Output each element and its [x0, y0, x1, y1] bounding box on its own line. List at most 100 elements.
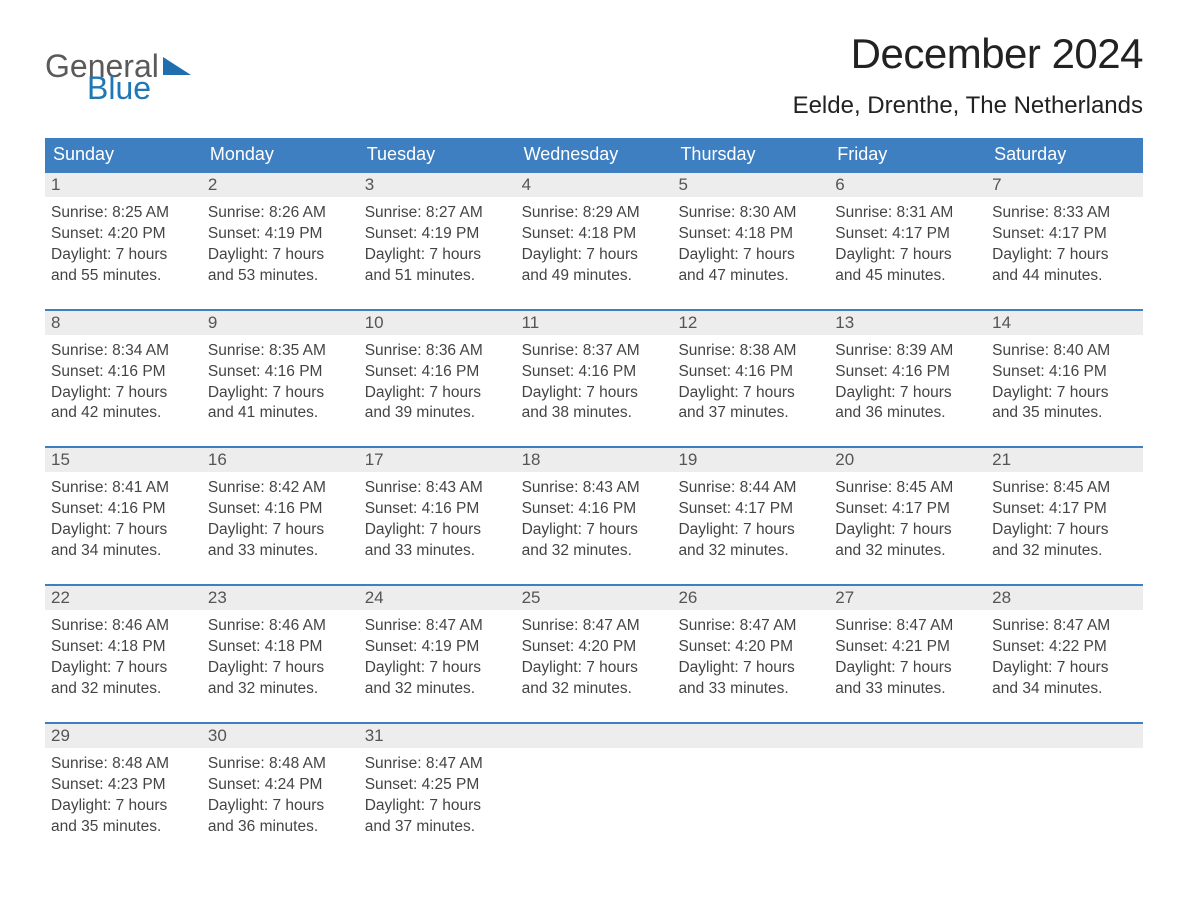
day-details: Sunrise: 8:47 AMSunset: 4:25 PMDaylight:… [359, 748, 516, 840]
day-number-row: 27 [829, 584, 986, 610]
day-dl1: Daylight: 7 hours [208, 658, 353, 679]
day-sunrise: Sunrise: 8:48 AM [208, 754, 353, 775]
day-dl1: Daylight: 7 hours [365, 383, 510, 404]
day-dl1: Daylight: 7 hours [678, 383, 823, 404]
calendar-day: 26 Sunrise: 8:47 AMSunset: 4:20 PMDayligh… [672, 584, 829, 702]
day-number-row: 20 [829, 446, 986, 472]
day-details: Sunrise: 8:43 AMSunset: 4:16 PMDaylight:… [516, 472, 673, 564]
day-details: Sunrise: 8:47 AMSunset: 4:22 PMDaylight:… [986, 610, 1143, 702]
day-dl1: Daylight: 7 hours [992, 520, 1137, 541]
calendar-day: 9Sunrise: 8:35 AMSunset: 4:16 PMDaylight… [202, 309, 359, 427]
calendar-day: 31 Sunrise: 8:47 AMSunset: 4:25 PMDayligh… [359, 722, 516, 840]
day-dl2: and 34 minutes. [51, 541, 196, 562]
day-number-row: 6 [829, 171, 986, 197]
day-details: Sunrise: 8:40 AMSunset: 4:16 PMDaylight:… [986, 335, 1143, 427]
day-details: Sunrise: 8:47 AMSunset: 4:19 PMDaylight:… [359, 610, 516, 702]
day-number: 1 [51, 175, 60, 194]
calendar-day: 11Sunrise: 8:37 AMSunset: 4:16 PMDayligh… [516, 309, 673, 427]
day-dl2: and 36 minutes. [208, 817, 353, 838]
day-dl2: and 32 minutes. [678, 541, 823, 562]
day-number: 13 [835, 313, 854, 332]
day-dl1: Daylight: 7 hours [365, 658, 510, 679]
day-sunrise: Sunrise: 8:26 AM [208, 203, 353, 224]
day-details: Sunrise: 8:47 AMSunset: 4:20 PMDaylight:… [672, 610, 829, 702]
day-dl2: and 47 minutes. [678, 266, 823, 287]
calendar-day: . [986, 722, 1143, 840]
day-dl2: and 32 minutes. [522, 541, 667, 562]
day-sunset: Sunset: 4:25 PM [365, 775, 510, 796]
calendar-day: 16Sunrise: 8:42 AMSunset: 4:16 PMDayligh… [202, 446, 359, 564]
calendar-week: 29Sunrise: 8:48 AMSunset: 4:23 PMDayligh… [45, 722, 1143, 840]
day-dl1: Daylight: 7 hours [51, 658, 196, 679]
calendar-day: 28 Sunrise: 8:47 AMSunset: 4:22 PMDayligh… [986, 584, 1143, 702]
day-number: 31 [365, 726, 384, 745]
day-dl2: and 33 minutes. [678, 679, 823, 700]
calendar-day: 18Sunrise: 8:43 AMSunset: 4:16 PMDayligh… [516, 446, 673, 564]
day-dl1: Daylight: 7 hours [365, 520, 510, 541]
day-number: 16 [208, 450, 227, 469]
calendar-day: 24Sunrise: 8:47 AMSunset: 4:19 PMDayligh… [359, 584, 516, 702]
day-number-row: 4 [516, 171, 673, 197]
day-dl1: Daylight: 7 hours [992, 383, 1137, 404]
day-sunrise: Sunrise: 8:46 AM [208, 616, 353, 637]
calendar-day: 5Sunrise: 8:30 AMSunset: 4:18 PMDaylight… [672, 171, 829, 289]
calendar-day: 15Sunrise: 8:41 AMSunset: 4:16 PMDayligh… [45, 446, 202, 564]
day-dl2: and 41 minutes. [208, 403, 353, 424]
day-sunrise: Sunrise: 8:47 AM [678, 616, 823, 637]
day-sunset: Sunset: 4:18 PM [51, 637, 196, 658]
day-sunset: Sunset: 4:19 PM [365, 637, 510, 658]
day-number-row: 16 [202, 446, 359, 472]
day-dl2: and 38 minutes. [522, 403, 667, 424]
location-subtitle: Eelde, Drenthe, The Netherlands [793, 92, 1143, 120]
day-details: Sunrise: 8:48 AMSunset: 4:23 PMDaylight:… [45, 748, 202, 840]
day-details: Sunrise: 8:39 AMSunset: 4:16 PMDaylight:… [829, 335, 986, 427]
day-dl2: and 33 minutes. [365, 541, 510, 562]
day-number-row: 30 [202, 722, 359, 748]
day-details: Sunrise: 8:46 AMSunset: 4:18 PMDaylight:… [45, 610, 202, 702]
day-dl1: Daylight: 7 hours [522, 658, 667, 679]
day-sunset: Sunset: 4:16 PM [208, 499, 353, 520]
day-dl2: and 33 minutes. [835, 679, 980, 700]
calendar-day: 4Sunrise: 8:29 AMSunset: 4:18 PMDaylight… [516, 171, 673, 289]
day-details: Sunrise: 8:48 AMSunset: 4:24 PMDaylight:… [202, 748, 359, 840]
day-details: Sunrise: 8:43 AMSunset: 4:16 PMDaylight:… [359, 472, 516, 564]
day-details: Sunrise: 8:46 AMSunset: 4:18 PMDaylight:… [202, 610, 359, 702]
day-number-row: 31 [359, 722, 516, 748]
day-number-row: 24 [359, 584, 516, 610]
day-number-row: 3 [359, 171, 516, 197]
day-sunrise: Sunrise: 8:46 AM [51, 616, 196, 637]
day-number-row: 13 [829, 309, 986, 335]
day-dl1: Daylight: 7 hours [365, 245, 510, 266]
day-dl2: and 53 minutes. [208, 266, 353, 287]
day-dl2: and 51 minutes. [365, 266, 510, 287]
day-dl2: and 37 minutes. [365, 817, 510, 838]
day-number: 26 [678, 588, 697, 607]
day-sunset: Sunset: 4:18 PM [522, 224, 667, 245]
day-number-row: . [986, 722, 1143, 748]
day-number: 15 [51, 450, 70, 469]
day-details: Sunrise: 8:47 AMSunset: 4:21 PMDaylight:… [829, 610, 986, 702]
day-sunrise: Sunrise: 8:47 AM [835, 616, 980, 637]
day-details: Sunrise: 8:29 AMSunset: 4:18 PMDaylight:… [516, 197, 673, 289]
day-number: 25 [522, 588, 541, 607]
calendar-day: 21Sunrise: 8:45 AMSunset: 4:17 PMDayligh… [986, 446, 1143, 564]
day-dl2: and 32 minutes. [522, 679, 667, 700]
weeks-container: 1Sunrise: 8:25 AMSunset: 4:20 PMDaylight… [45, 171, 1143, 839]
day-sunset: Sunset: 4:17 PM [992, 224, 1137, 245]
calendar-day: . [672, 722, 829, 840]
calendar-day: 19Sunrise: 8:44 AMSunset: 4:17 PMDayligh… [672, 446, 829, 564]
day-dl2: and 32 minutes. [992, 541, 1137, 562]
day-number-row: 2 [202, 171, 359, 197]
day-number-row: 23 [202, 584, 359, 610]
logo: General Blue [45, 50, 191, 104]
day-number: 22 [51, 588, 70, 607]
day-dl2: and 42 minutes. [51, 403, 196, 424]
day-sunset: Sunset: 4:22 PM [992, 637, 1137, 658]
day-details: Sunrise: 8:35 AMSunset: 4:16 PMDaylight:… [202, 335, 359, 427]
calendar: Sunday Monday Tuesday Wednesday Thursday… [45, 138, 1143, 839]
calendar-week: 22Sunrise: 8:46 AMSunset: 4:18 PMDayligh… [45, 584, 1143, 702]
day-number: 28 [992, 588, 1011, 607]
dow-saturday: Saturday [986, 138, 1143, 171]
day-sunrise: Sunrise: 8:43 AM [365, 478, 510, 499]
day-dl1: Daylight: 7 hours [835, 383, 980, 404]
